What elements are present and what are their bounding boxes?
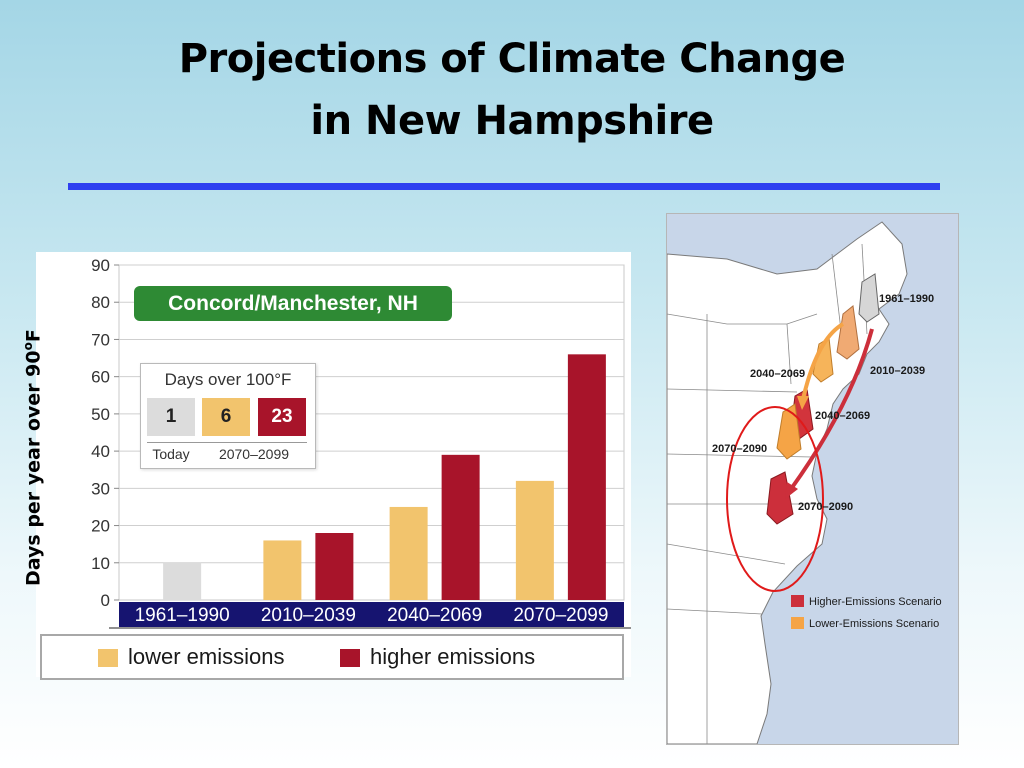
y-tick-label: 30 bbox=[91, 479, 110, 498]
map-label-high-2070: 2070–2090 bbox=[798, 501, 853, 513]
inset-today-value: 1 bbox=[147, 398, 195, 436]
border-ny-pa bbox=[786, 323, 792, 385]
slide-title-line2: in New Hampshire bbox=[310, 98, 714, 144]
nh-2070-low-shape bbox=[776, 403, 802, 460]
map-label-high-2010: 2010–2039 bbox=[870, 365, 925, 377]
map-legend-higher-swatch bbox=[791, 595, 804, 607]
border-pa-south bbox=[667, 388, 798, 393]
city-badge: Concord/Manchester, NH bbox=[134, 286, 452, 321]
y-tick-label: 70 bbox=[91, 330, 110, 349]
title-underline bbox=[68, 183, 940, 190]
x-axis-band bbox=[119, 602, 624, 627]
legend-higher-label: higher emissions bbox=[370, 644, 536, 669]
border-sc bbox=[667, 543, 786, 565]
map-label-1961: 1961–1990 bbox=[879, 293, 934, 305]
y-tick-label: 10 bbox=[91, 554, 110, 573]
lower-emissions-arrowhead bbox=[797, 396, 809, 410]
legend-lower-swatch bbox=[98, 649, 118, 667]
y-axis-label: Days per year over 90oF bbox=[15, 329, 44, 586]
y-axis-label-text: Days per year over 90 bbox=[22, 350, 45, 586]
nh-2070-high-shape bbox=[766, 471, 794, 525]
bar-lower-emissions bbox=[263, 540, 302, 600]
y-tick-label: 20 bbox=[91, 517, 110, 536]
slide-title-line1: Projections of Climate Change bbox=[178, 36, 846, 82]
migrating-climate-map: 1961–1990 2010–2039 2040–2069 2040–2069 … bbox=[666, 213, 959, 745]
highlight-circle bbox=[726, 406, 824, 592]
inset-title: Days over 100°F bbox=[164, 370, 292, 389]
map-legend-lower-swatch bbox=[791, 617, 804, 629]
days-over-100-inset: Days over 100°F 1 6 23 Today 2070–2099 bbox=[140, 363, 316, 469]
inset-today-label: Today bbox=[152, 446, 190, 462]
map-legend-higher-label: Higher-Emissions Scenario bbox=[809, 596, 942, 608]
higher-emissions-arrow bbox=[789, 328, 874, 491]
x-tick-label: 2010–2039 bbox=[261, 605, 356, 626]
x-tick-label: 2070–2099 bbox=[513, 605, 608, 626]
map-legend-lower-label: Lower-Emissions Scenario bbox=[809, 618, 939, 630]
map-label-high-2040: 2040–2069 bbox=[815, 410, 870, 422]
map-label-low-2070: 2070–2090 bbox=[712, 443, 767, 455]
inset-divider bbox=[147, 442, 307, 443]
higher-emissions-arrowhead bbox=[785, 482, 798, 499]
y-tick-label: 60 bbox=[91, 368, 110, 387]
bar-higher-emissions bbox=[441, 454, 480, 600]
inset-higher-value: 23 bbox=[258, 398, 306, 436]
northeast-us-map: 1961–1990 2010–2039 2040–2069 2040–2069 … bbox=[667, 214, 958, 744]
y-tick-label: 40 bbox=[91, 442, 110, 461]
border-ny bbox=[667, 313, 818, 325]
border-ga bbox=[667, 608, 763, 615]
y-tick-label: 80 bbox=[91, 293, 110, 312]
x-tick-label: 2040–2069 bbox=[387, 605, 482, 626]
y-axis-label-unit: F bbox=[22, 329, 45, 343]
nh-1961-shape bbox=[858, 273, 880, 323]
nh-2010-high-shape bbox=[836, 305, 860, 360]
inset-lower-value: 6 bbox=[202, 398, 250, 436]
y-tick-label: 90 bbox=[91, 256, 110, 275]
slide-title: Projections of Climate Change in New Ham… bbox=[0, 28, 1024, 152]
map-label-low-2040: 2040–2069 bbox=[750, 368, 805, 380]
bar-historical bbox=[163, 562, 202, 600]
lower-emissions-arrow bbox=[801, 322, 845, 400]
bar-higher-emissions bbox=[567, 354, 606, 600]
bar-higher-emissions bbox=[315, 533, 354, 600]
bar-lower-emissions bbox=[515, 480, 554, 600]
chart-legend: lower emissions higher emissions bbox=[40, 634, 624, 680]
y-tick-label: 50 bbox=[91, 405, 110, 424]
inset-period-label: 2070–2099 bbox=[218, 446, 290, 462]
bar-lower-emissions bbox=[389, 506, 428, 600]
legend-lower-label: lower emissions bbox=[128, 644, 285, 669]
y-axis-label-degree: o bbox=[21, 342, 35, 351]
legend-higher-swatch bbox=[340, 649, 360, 667]
y-tick-label: 0 bbox=[101, 591, 110, 610]
x-tick-label: 1961–1990 bbox=[135, 605, 230, 626]
